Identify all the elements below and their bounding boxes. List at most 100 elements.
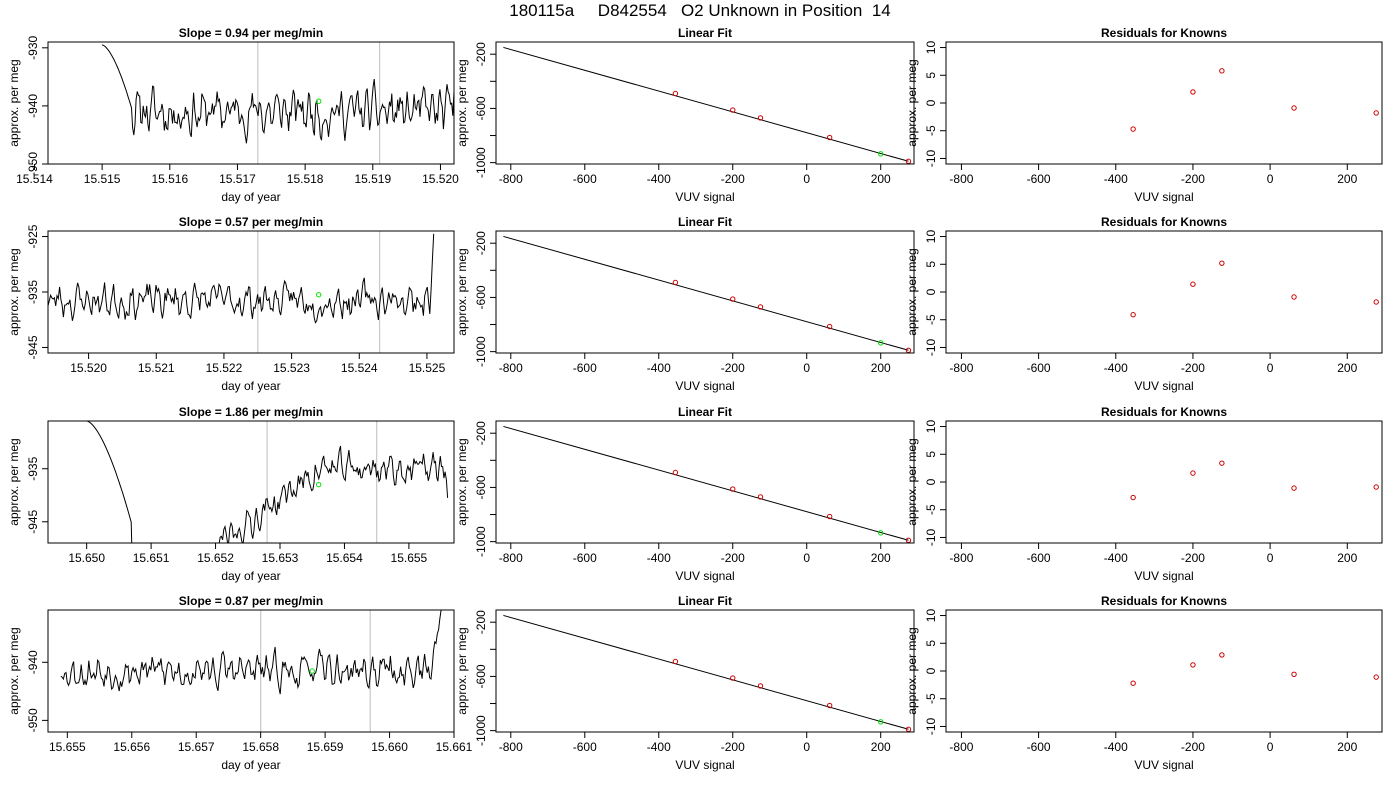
plot-area [1130, 68, 1379, 132]
known-standard-point [1373, 674, 1379, 680]
x-tick-label: -400 [647, 551, 671, 565]
y-tick-label: -5 [924, 504, 938, 515]
plot-area [1130, 460, 1379, 501]
y-axis-label: approx. per meg [7, 438, 21, 525]
known-standard-point [1291, 485, 1297, 491]
plot-frame [495, 420, 915, 544]
x-axis-label: VUV signal [675, 569, 734, 583]
y-tick-label: -925 [26, 224, 40, 248]
x-tick-label: 15.520 [70, 361, 107, 375]
known-standard-point [1219, 652, 1225, 658]
x-tick-label: 15.519 [354, 172, 391, 186]
x-tick-label: -400 [647, 740, 671, 754]
y-tick-label: -10 [924, 528, 938, 546]
x-tick-label: 15.523 [273, 361, 310, 375]
y-tick-label: -935 [26, 456, 40, 480]
x-tick-label: -600 [1027, 551, 1051, 565]
plot-frame [47, 41, 455, 165]
fit-line [503, 614, 909, 730]
y-tick-label: -945 [26, 335, 40, 359]
plot-frame [945, 230, 1383, 354]
x-tick-label: 200 [871, 361, 891, 375]
plot-area [1130, 652, 1379, 686]
y-tick-label: -1000 [474, 715, 488, 746]
y-axis-label: approx. per meg [455, 248, 469, 335]
y-tick-label: -200 [474, 421, 488, 445]
x-axis-label: VUV signal [1134, 569, 1193, 583]
x-tick-label: 15.660 [371, 740, 408, 754]
x-tick-label: -200 [1181, 172, 1205, 186]
y-axis-label: approx. per meg [455, 438, 469, 525]
y-tick-label: -5 [924, 314, 938, 325]
x-axis-label: day of year [221, 190, 280, 204]
x-axis-label: VUV signal [675, 379, 734, 393]
known-standard-point [757, 683, 764, 689]
plot-area [503, 46, 912, 164]
y-tick-label: -1000 [474, 526, 488, 557]
x-tick-label: 15.517 [219, 172, 256, 186]
y-tick-label: -600 [474, 96, 488, 120]
x-axis-label: VUV signal [1134, 190, 1193, 204]
x-tick-label: -800 [949, 172, 973, 186]
y-axis-label: approx. per meg [7, 248, 21, 335]
x-tick-label: 200 [871, 740, 891, 754]
y-tick-label: -5 [924, 693, 938, 704]
x-tick-label: -200 [721, 361, 745, 375]
y-tick-label: 10 [924, 230, 938, 244]
known-standard-point [1219, 260, 1225, 266]
fit-line [503, 425, 909, 541]
signal-trace [86, 421, 449, 543]
y-axis-label: approx. per meg [905, 438, 919, 525]
known-standard-point [1190, 281, 1196, 287]
known-standard-point [1219, 68, 1225, 74]
plot-frame [47, 609, 455, 733]
x-tick-label: 15.650 [68, 551, 105, 565]
x-tick-label: 15.518 [287, 172, 324, 186]
x-tick-label: 0 [803, 551, 810, 565]
x-tick-label: 0 [803, 740, 810, 754]
y-tick-label: -935 [26, 280, 40, 304]
panel-9: Residuals for Knowns VUV signal approx. pe… [905, 405, 1383, 583]
x-axis-label: day of year [221, 569, 280, 583]
known-standard-point [1130, 126, 1136, 132]
x-tick-label: 0 [1267, 172, 1274, 186]
y-axis-label: approx. per meg [905, 59, 919, 146]
y-tick-label: -1000 [474, 147, 488, 178]
x-tick-label: -200 [721, 551, 745, 565]
known-standard-point [1291, 671, 1297, 678]
plot-frame [495, 41, 915, 165]
x-tick-label: -200 [1181, 740, 1205, 754]
y-axis-label: approx. per meg [455, 627, 469, 714]
y-tick-label: -1000 [474, 336, 488, 367]
unknown-sample-point [878, 719, 884, 725]
y-tick-label: -10 [924, 338, 938, 356]
x-tick-label: -600 [573, 361, 597, 375]
x-tick-label: 15.514 [16, 172, 53, 186]
x-tick-label: -600 [1027, 172, 1051, 186]
x-tick-label: 15.520 [422, 172, 459, 186]
plot-area [1130, 260, 1379, 318]
y-tick-label: 0 [924, 288, 938, 295]
x-tick-label: -800 [499, 551, 523, 565]
x-axis-label: VUV signal [675, 758, 734, 772]
x-tick-label: -400 [647, 172, 671, 186]
x-tick-label: -800 [949, 740, 973, 754]
plot-frame [945, 609, 1383, 733]
unknown-sample-point [315, 292, 322, 298]
x-tick-label: 15.521 [138, 361, 175, 375]
x-tick-label: 200 [1337, 551, 1357, 565]
x-tick-label: -800 [499, 740, 523, 754]
x-tick-label: 15.516 [151, 172, 188, 186]
panel-title: Residuals for Knowns [1101, 215, 1227, 229]
panel-7: Slope = 1.86 per meg/min day of year appro… [7, 405, 455, 583]
x-tick-label: -200 [1181, 361, 1205, 375]
x-tick-label: -400 [647, 361, 671, 375]
signal-trace [60, 610, 442, 695]
x-tick-label: 200 [1337, 740, 1357, 754]
panel-10: Slope = 0.87 per meg/min day of year appro… [7, 594, 473, 772]
x-tick-label: -600 [573, 551, 597, 565]
signal-trace [101, 44, 454, 144]
x-tick-label: -200 [721, 172, 745, 186]
panel-3: Residuals for Knowns VUV signal approx. pe… [905, 26, 1383, 204]
